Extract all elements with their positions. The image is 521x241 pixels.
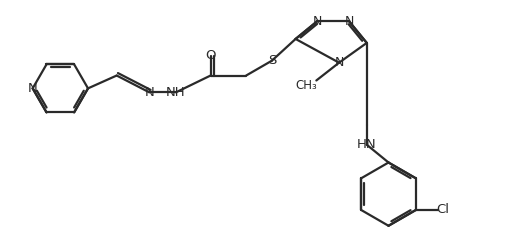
Text: NH: NH (166, 86, 186, 99)
Text: O: O (205, 49, 216, 62)
Text: Cl: Cl (436, 203, 449, 216)
Text: N: N (344, 15, 354, 28)
Text: S: S (268, 54, 276, 67)
Text: HN: HN (357, 138, 377, 151)
Text: N: N (144, 86, 154, 99)
Text: N: N (28, 82, 38, 95)
Text: N: N (313, 15, 322, 28)
Text: N: N (334, 56, 344, 69)
Text: CH₃: CH₃ (295, 79, 317, 92)
